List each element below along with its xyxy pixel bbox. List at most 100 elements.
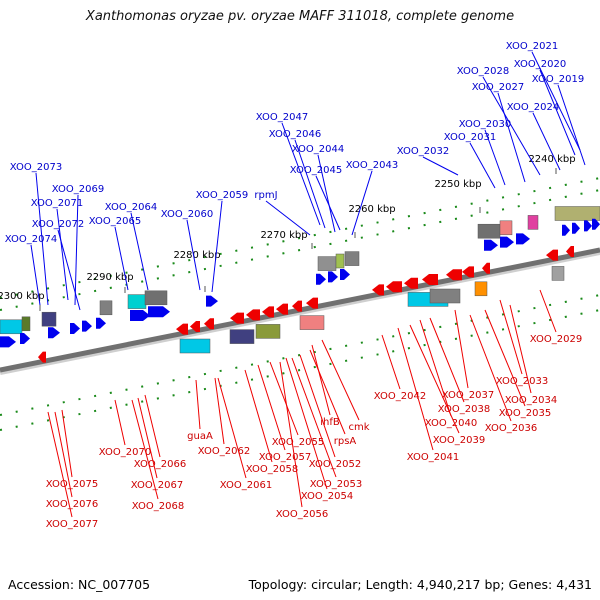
reverse-label-leader (54, 411, 73, 498)
reverse-gene-label: XOO_2040 (425, 418, 477, 429)
forward-gene-arrow (340, 269, 350, 280)
forward-gene-label: XOO_2059 (196, 190, 248, 201)
reverse-label-leader (397, 327, 434, 451)
reverse-label-leader (499, 299, 523, 375)
reverse-gene-label: XOO_2067 (131, 480, 183, 491)
tick-label: 2270 kbp (260, 230, 307, 241)
reverse-gene-label: XOO_2062 (198, 446, 250, 457)
reverse-gene-arrow (292, 300, 302, 312)
reverse-gene-label: XOO_2057 (259, 452, 311, 463)
reverse-label-leader (291, 357, 337, 478)
forward-label-leader (484, 129, 506, 186)
reverse-gene-arrow (566, 246, 574, 257)
reverse-gene-label: XOO_2041 (407, 452, 459, 463)
reverse-gene-arrow (386, 281, 402, 293)
reverse-label-leader (244, 369, 273, 463)
tick-label: 2290 kbp (86, 272, 133, 283)
gene-block-upper (144, 290, 168, 306)
forward-gene-arrow (20, 333, 30, 344)
forward-label-leader (265, 200, 311, 236)
forward-label-leader (422, 156, 459, 176)
forward-label-leader (186, 219, 201, 291)
reverse-label-leader (454, 309, 469, 389)
forward-gene-arrow (0, 336, 16, 348)
tick-track-upper-2 (0, 177, 600, 299)
reverse-label-leader (419, 319, 452, 417)
forward-gene-label: XOO_2019 (532, 74, 584, 85)
forward-label-leader (281, 122, 321, 226)
reverse-gene-label: XOO_2038 (438, 404, 490, 415)
gene-block-lower (551, 266, 565, 281)
reverse-label-leader (279, 361, 303, 508)
reverse-label-leader (285, 357, 328, 490)
forward-gene-arrow (316, 273, 326, 285)
reverse-gene-label: XOO_2039 (433, 435, 485, 446)
reverse-gene-label: XOO_2066 (134, 459, 186, 470)
forward-gene-arrow (96, 317, 106, 329)
reverse-gene-label: XOO_2034 (505, 395, 557, 406)
forward-label-leader (57, 229, 81, 311)
reverse-gene-label: ihfB (320, 417, 340, 428)
reverse-label-leader (137, 397, 158, 479)
reverse-label-leader (114, 399, 126, 446)
reverse-gene-arrow (246, 309, 260, 321)
reverse-gene-label: XOO_2033 (496, 376, 548, 387)
accession-text: Accession: NC_007705 (8, 577, 151, 592)
map-title: Xanthomonas oryzae pv. oryzae MAFF 31101… (85, 9, 515, 24)
reverse-label-leader (61, 409, 73, 478)
reverse-gene-label: XOO_2075 (46, 479, 98, 490)
reverse-label-leader (539, 289, 557, 333)
forward-label-leader (114, 226, 129, 291)
reverse-gene-label: XOO_2056 (276, 509, 328, 520)
forward-label-leader (557, 84, 586, 166)
tick-label: 2240 kbp (528, 154, 575, 165)
forward-gene-label: XOO_2028 (457, 66, 509, 77)
forward-label-leader (351, 170, 373, 236)
reverse-label-leader (131, 399, 159, 500)
reverse-gene-label: XOO_2077 (46, 519, 98, 530)
gene-block-lower (179, 338, 211, 354)
reverse-gene-arrow (482, 262, 490, 274)
forward-gene-label: XOO_2047 (256, 112, 308, 123)
reverse-label-leader (309, 349, 346, 435)
reverse-label-leader (47, 411, 73, 518)
reverse-gene-label: XOO_2037 (442, 390, 494, 401)
gene-block-upper (499, 220, 513, 236)
tick-label: 2260 kbp (348, 204, 395, 215)
reverse-gene-arrow (262, 306, 274, 318)
reverse-label-leader (409, 324, 460, 434)
reverse-gene-label: XOO_2070 (99, 447, 151, 458)
forward-label-leader (30, 244, 41, 306)
reverse-gene-arrow (230, 312, 244, 324)
forward-gene-label: XOO_2065 (89, 216, 141, 227)
gene-block-lower (299, 315, 325, 330)
forward-label-leader (294, 139, 326, 229)
forward-label-leader (469, 142, 496, 189)
forward-label-leader (130, 212, 149, 291)
forward-label-leader (482, 76, 541, 176)
reverse-gene-label: cmk (348, 422, 369, 433)
forward-gene-label: XOO_2027 (472, 82, 524, 93)
forward-gene-label: XOO_2044 (292, 144, 344, 155)
forward-gene-label: XOO_2031 (444, 132, 496, 143)
reverse-gene-arrow (38, 351, 46, 363)
reverse-gene-label: XOO_2054 (301, 491, 353, 502)
forward-gene-arrow (148, 306, 170, 318)
forward-gene-arrow (500, 236, 514, 248)
forward-gene-arrow (484, 239, 498, 251)
reverse-label-leader (299, 354, 336, 458)
forward-gene-arrow (70, 323, 80, 334)
forward-gene-arrow (130, 310, 150, 321)
forward-gene-label: XOO_2046 (269, 129, 321, 140)
reverse-label-leader (214, 377, 225, 445)
forward-label-leader (532, 112, 561, 171)
reverse-gene-arrow (446, 269, 462, 281)
reverse-label-leader (429, 317, 465, 403)
gene-block-upper (21, 316, 31, 332)
forward-gene-arrow (584, 220, 592, 232)
tick-label: 2250 kbp (434, 179, 481, 190)
forward-label-leader (531, 51, 581, 151)
forward-gene-arrow (206, 295, 218, 307)
reverse-gene-label: XOO_2061 (220, 480, 272, 491)
